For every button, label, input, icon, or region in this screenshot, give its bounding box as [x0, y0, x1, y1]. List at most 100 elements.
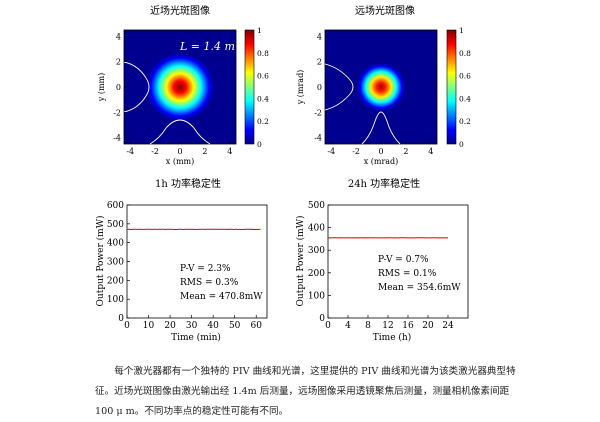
colorbar-tick-label: 0.8	[459, 49, 471, 58]
near-field-y-label: y (mm)	[97, 73, 106, 102]
x-tick-label: 8	[365, 321, 371, 331]
power-1h-stat-pv: P-V = 2.3%	[180, 264, 231, 274]
colorbar-tick-label: 0.6	[459, 72, 471, 81]
far-field-x-profile	[361, 111, 401, 145]
colorbar-tick-label: 1	[257, 26, 262, 35]
near-field-x-label: x (mm)	[166, 157, 194, 166]
y-tick-label: 0	[118, 314, 124, 324]
near-field-distance-label: L = 1.4 m	[179, 40, 235, 53]
far-field-x-label: x (mrad)	[364, 157, 399, 166]
x-tick-label: -2	[352, 147, 360, 156]
x-tick-label: 0	[325, 321, 331, 331]
x-tick-label: 4	[345, 321, 351, 331]
x-tick-label: 50	[229, 321, 241, 331]
power-24h-title: 24h 功率稳定性	[348, 177, 420, 190]
y-tick-label: 100	[107, 295, 124, 305]
x-tick-label: -4	[327, 147, 335, 156]
far-field-colorbar	[446, 29, 457, 145]
power-1h-stat-mean: Mean = 470.8mW	[180, 292, 263, 302]
x-tick-label: 0	[177, 147, 182, 156]
x-tick-label: 4	[428, 147, 433, 156]
y-tick-label: -4	[314, 134, 322, 143]
y-tick-label: 2	[317, 58, 322, 67]
far-field-y-profile	[324, 63, 354, 111]
power-stability-24h-chart: 24h 功率稳定性 0 4 8 12 16 20 24 0 100 200 300 400 500 T…	[295, 177, 469, 343]
power-1h-y-label: Output Power (mW)	[95, 216, 106, 307]
x-tick-label: 24	[442, 321, 454, 331]
y-tick-label: 500	[107, 220, 124, 230]
y-tick-label: -2	[314, 108, 322, 117]
x-tick-label: -2	[151, 147, 159, 156]
figure-canvas: 近场光斑图像 L = 1.4 m -4 -2 0 2 4 420-2-4 x (mm) …	[95, 4, 471, 343]
colorbar-tick-label: 0.2	[257, 117, 269, 126]
x-tick-label: 2	[202, 147, 207, 156]
y-tick-label: 300	[308, 246, 325, 256]
figure-caption: 每个激光器都有一个独特的 PIV 曲线和光谱，这里提供的 PIV 曲线和光谱为该…	[95, 366, 516, 417]
y-tick-label: 4	[317, 32, 322, 41]
x-tick-label: 0	[124, 321, 130, 331]
x-tick-label: 20	[422, 321, 434, 331]
far-field-y-ticks: 4 2 0 -2 -4	[314, 32, 328, 143]
y-tick-label: 0	[116, 83, 121, 92]
colorbar-tick-label: 0.6	[257, 72, 269, 81]
power-24h-plot-area	[327, 204, 469, 319]
far-field-title: 远场光斑图像	[355, 4, 415, 17]
y-tick-label: 2	[116, 58, 121, 67]
near-field-x-profile	[149, 119, 211, 145]
power-24h-stat-rms: RMS = 0.1%	[378, 269, 437, 279]
colorbar-tick-label: 0.4	[459, 94, 471, 103]
near-field-title: 近场光斑图像	[150, 4, 210, 17]
y-tick-label: 400	[107, 239, 124, 249]
x-tick-label: 10	[143, 321, 155, 331]
colorbar-tick-label: 1	[459, 26, 464, 35]
power-1h-stat-rms: RMS = 0.3%	[180, 278, 239, 288]
near-field-heatmap: 近场光斑图像 L = 1.4 m -4 -2 0 2 4 420-2-4 x (mm) …	[97, 4, 269, 166]
near-field-y-ticks: 4 2 0 -2 -4	[113, 32, 127, 143]
x-tick-label: 40	[207, 321, 219, 331]
far-field-heatmap: 远场光斑图像 -4 -2 0 2 4 4 2 0 -2 -4 x (mrad) y (mrad)…	[296, 4, 471, 166]
power-24h-stat-pv: P-V = 0.7%	[378, 255, 429, 265]
y-tick-label: -4	[113, 134, 121, 143]
y-tick-label: 0	[317, 83, 322, 92]
power-24h-stat-mean: Mean = 354.6mW	[378, 283, 461, 293]
y-tick-label: -2	[113, 108, 121, 117]
power-24h-x-label: Time (h)	[373, 332, 411, 343]
near-field-x-ticks: -4 -2 0 2 4	[126, 141, 232, 156]
y-tick-label: 600	[107, 201, 124, 211]
power-24h-x-ticks: 0 4 8 12 16 20 24	[325, 315, 454, 331]
far-field-colorbar-ticks: 1 0.8 0.6 0.4 0.2 0	[459, 26, 471, 149]
colorbar-tick-label: 0.4	[257, 94, 269, 103]
power-1h-title: 1h 功率稳定性	[155, 177, 221, 190]
y-tick-label: 100	[308, 291, 325, 301]
x-tick-label: 60	[251, 321, 263, 331]
colorbar-tick-label: 0.2	[459, 117, 471, 126]
y-tick-label: 200	[308, 269, 325, 279]
near-field-y-profile	[123, 61, 150, 113]
power-1h-y-ticks: 0 100 200 300 400 500 600	[107, 201, 130, 324]
x-tick-label: 30	[186, 321, 198, 331]
power-24h-y-ticks: 0 100 200 300 400 500	[308, 201, 331, 324]
x-tick-label: 12	[382, 321, 393, 331]
y-tick-label: 4	[116, 32, 121, 41]
x-tick-label: 2	[403, 147, 408, 156]
power-1h-x-ticks: 0 10 20 30 40 50 60	[124, 315, 262, 331]
far-field-x-ticks: -4 -2 0 2 4	[327, 141, 433, 156]
colorbar-tick-label: 0	[257, 140, 262, 149]
x-tick-label: 16	[402, 321, 414, 331]
colorbar-tick-label: 0.8	[257, 49, 269, 58]
near-field-spot	[146, 53, 214, 121]
y-tick-label: 300	[107, 258, 124, 268]
power-stability-1h-chart: 1h 功率稳定性 0 10 20 30 40 50 60 0 100 200 300 400 500 6…	[95, 177, 268, 343]
y-tick-label: 500	[308, 201, 325, 211]
power-1h-x-label: Time (min)	[171, 332, 221, 343]
colorbar-tick-label: 0	[459, 140, 464, 149]
power-24h-y-label: Output Power (mW)	[295, 216, 306, 307]
near-field-colorbar-ticks: 1 0.8 0.6 0.4 0.2 0	[257, 26, 269, 149]
x-tick-label: 20	[164, 321, 176, 331]
x-tick-label: 4	[227, 147, 232, 156]
x-tick-label: 0	[378, 147, 383, 156]
y-tick-label: 0	[319, 314, 325, 324]
near-field-colorbar	[244, 29, 255, 145]
y-tick-label: 400	[308, 224, 325, 234]
x-tick-label: -4	[126, 147, 134, 156]
